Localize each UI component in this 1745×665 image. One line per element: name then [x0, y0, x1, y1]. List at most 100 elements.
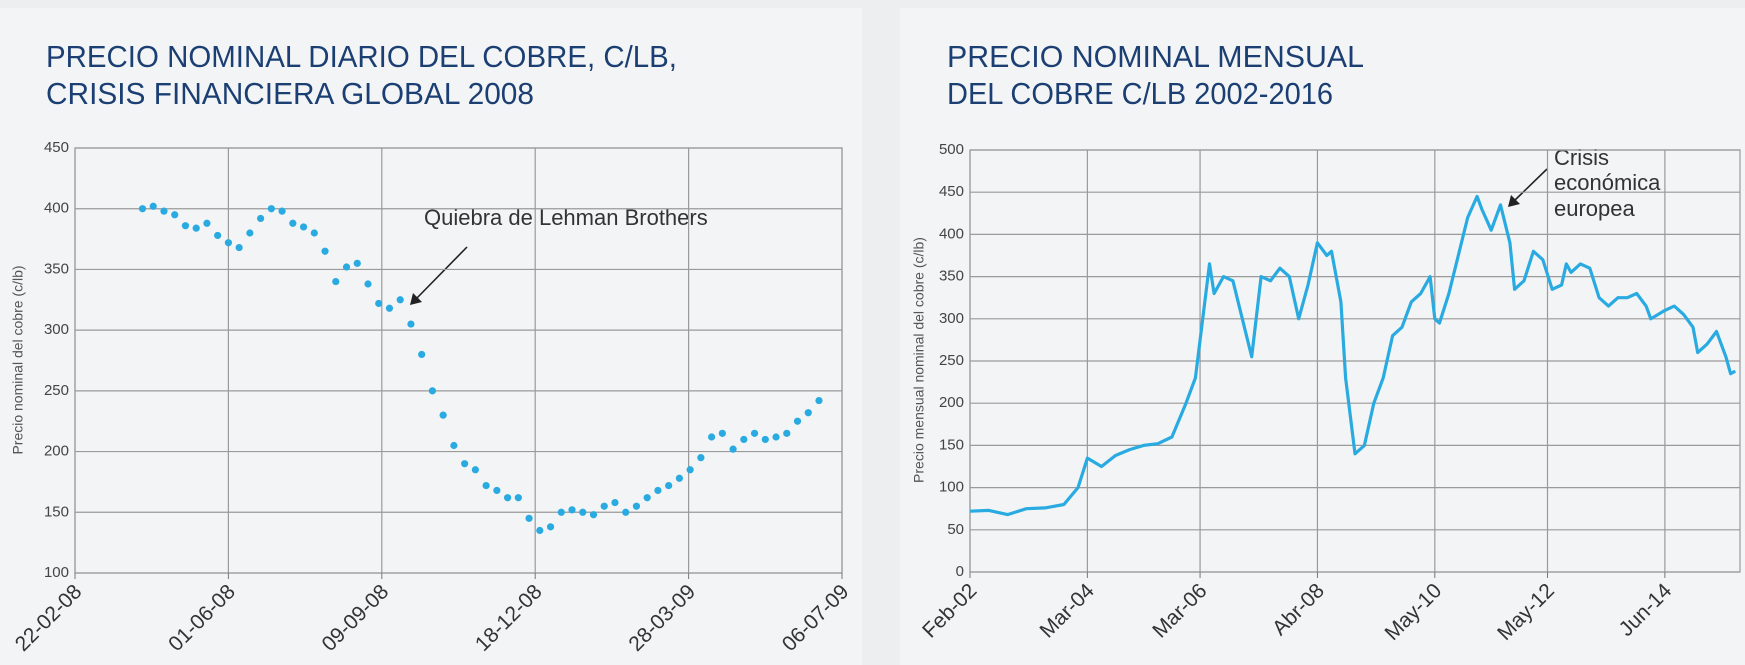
right-panel [900, 8, 1745, 665]
annotation: Crisis [1554, 145, 1609, 170]
data-point [708, 433, 716, 441]
data-point [353, 259, 361, 267]
y-axis-label: Precio mensual nominal del cobre (c/lb) [911, 237, 927, 483]
data-point [546, 523, 555, 531]
data-point [632, 502, 641, 510]
data-point [214, 231, 222, 240]
data-point [375, 299, 383, 308]
data-point [461, 460, 469, 468]
data-point [203, 219, 211, 227]
annotation-arrowhead [410, 293, 422, 305]
data-point [568, 506, 576, 514]
annotation: europea [1554, 196, 1636, 221]
data-point [407, 320, 415, 328]
data-point [246, 229, 254, 237]
chart-title: PRECIO NOMINAL DIARIO DEL COBRE, C/LB, [46, 39, 677, 74]
annotation-arrowhead [1508, 195, 1520, 207]
data-point [299, 223, 308, 231]
y-tick-label: 450 [44, 139, 69, 156]
data-point [160, 207, 168, 215]
data-point [149, 202, 157, 210]
data-point [514, 494, 522, 502]
data-point [697, 454, 705, 462]
data-point [181, 222, 190, 230]
y-tick-label: 150 [939, 436, 964, 453]
data-point [289, 219, 297, 227]
chart-title: PRECIO NOMINAL MENSUAL [947, 39, 1364, 74]
data-point [321, 247, 329, 255]
data-point [138, 205, 147, 213]
data-point [525, 514, 533, 522]
data-point [761, 435, 769, 444]
data-point [235, 243, 243, 252]
data-point [428, 387, 437, 395]
data-point [439, 411, 447, 419]
data-point [224, 239, 232, 247]
data-point [278, 207, 286, 215]
data-point [332, 277, 340, 286]
data-point [310, 229, 318, 237]
y-tick-label: 100 [44, 564, 69, 581]
data-point [171, 211, 179, 219]
y-tick-label: 400 [939, 225, 964, 242]
data-point [493, 486, 501, 495]
data-point [665, 481, 673, 490]
data-point [342, 263, 351, 271]
y-tick-label: 200 [44, 443, 69, 460]
y-tick-label: 350 [44, 260, 69, 277]
data-point [471, 466, 479, 474]
data-line [969, 194, 1737, 517]
data-point [611, 498, 619, 507]
data-point [815, 396, 823, 405]
y-tick-label: 250 [44, 382, 69, 399]
data-point [654, 486, 662, 495]
data-point [783, 429, 791, 437]
data-point [385, 304, 394, 312]
y-tick-label: 100 [939, 479, 964, 496]
data-point [267, 205, 275, 213]
y-tick-label: 0 [956, 563, 964, 580]
data-point [600, 502, 608, 510]
y-tick-label: 200 [939, 394, 964, 411]
data-point [536, 526, 544, 535]
data-point [192, 224, 200, 232]
data-point [589, 511, 598, 519]
left-panel [0, 8, 862, 665]
data-point [418, 350, 426, 359]
data-point [482, 481, 490, 490]
data-point [257, 214, 265, 223]
data-point [804, 409, 812, 417]
data-point [729, 445, 737, 453]
data-point [772, 433, 780, 441]
y-tick-label: 300 [44, 321, 69, 338]
data-point [364, 280, 372, 288]
data-point [503, 494, 512, 502]
data-point [396, 296, 404, 304]
y-tick-label: 450 [939, 183, 964, 200]
data-point [718, 429, 726, 437]
annotation: económica [1554, 170, 1661, 195]
data-point [740, 435, 748, 444]
annotation-arrow [415, 246, 468, 300]
data-point [579, 508, 587, 516]
chart-title: CRISIS FINANCIERA GLOBAL 2008 [46, 76, 534, 111]
y-tick-label: 250 [939, 352, 964, 369]
data-point [643, 494, 651, 502]
y-tick-label: 150 [44, 503, 69, 520]
data-point [622, 508, 630, 516]
chart-title: DEL COBRE C/LB 2002-2016 [947, 76, 1333, 111]
data-point [557, 508, 565, 516]
data-point [675, 474, 683, 482]
y-tick-label: 400 [44, 200, 69, 217]
data-point [686, 466, 694, 474]
y-axis-label: Precio nominal del cobre (c/lb) [10, 265, 26, 454]
y-tick-label: 50 [947, 521, 964, 538]
data-point [750, 429, 759, 437]
annotation-arrow [1513, 168, 1548, 202]
data-point [793, 417, 802, 425]
y-tick-label: 500 [939, 141, 964, 158]
y-tick-label: 350 [939, 268, 964, 285]
y-tick-label: 300 [939, 310, 964, 327]
data-point [450, 441, 458, 450]
